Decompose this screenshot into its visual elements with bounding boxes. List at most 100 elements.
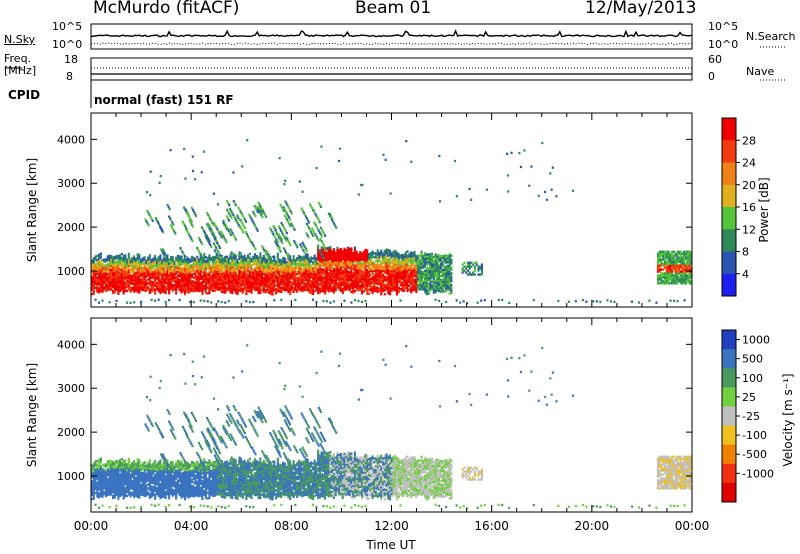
power-cell bbox=[394, 279, 397, 282]
velocity-cell bbox=[103, 471, 106, 474]
power-cell bbox=[122, 288, 125, 291]
power-cell bbox=[343, 275, 346, 278]
power-cell bbox=[360, 288, 363, 291]
power-cell bbox=[203, 270, 206, 274]
power-cell bbox=[197, 274, 200, 277]
power-cell bbox=[334, 289, 337, 292]
velocity-cell bbox=[108, 459, 111, 462]
power-cell bbox=[260, 210, 263, 213]
power-cell bbox=[99, 284, 102, 287]
power-cell bbox=[325, 257, 328, 260]
power-cell bbox=[362, 270, 365, 273]
power-cell bbox=[164, 276, 167, 279]
power-cell bbox=[282, 256, 285, 259]
power-cell bbox=[304, 270, 307, 274]
power-cell bbox=[418, 266, 421, 269]
power-cell bbox=[332, 269, 335, 273]
power-cell bbox=[222, 289, 225, 292]
power-cell bbox=[152, 289, 155, 292]
power-cell bbox=[392, 264, 395, 267]
power-cell bbox=[671, 270, 674, 273]
power-cell bbox=[448, 270, 451, 273]
power-cell bbox=[140, 284, 143, 287]
power-cell bbox=[332, 259, 335, 263]
power-cell bbox=[366, 276, 369, 280]
power-cell bbox=[292, 270, 295, 274]
power-cell bbox=[183, 261, 186, 264]
power-cell bbox=[119, 284, 122, 287]
power-cell bbox=[473, 269, 476, 272]
velocity-cell bbox=[92, 481, 95, 485]
power-cell bbox=[134, 289, 137, 292]
power-cell bbox=[436, 275, 439, 278]
power-cell bbox=[159, 278, 162, 281]
power-cell bbox=[145, 191, 148, 194]
power-cell bbox=[259, 212, 262, 215]
power-cell bbox=[268, 256, 271, 259]
power-cell bbox=[269, 263, 272, 266]
power-cell bbox=[262, 254, 265, 258]
power-cell bbox=[203, 274, 206, 278]
power-cell bbox=[261, 262, 264, 266]
power-cell bbox=[434, 267, 437, 270]
power-cell bbox=[268, 283, 271, 286]
power-cell bbox=[129, 262, 132, 265]
power-cell bbox=[341, 281, 344, 285]
power-cell bbox=[378, 263, 381, 266]
power-cell bbox=[364, 252, 367, 256]
power-cell bbox=[394, 269, 397, 272]
power-cell bbox=[350, 279, 353, 282]
power-cell bbox=[297, 254, 300, 257]
power-cell bbox=[406, 284, 409, 287]
power-cell bbox=[338, 268, 341, 271]
power-cell bbox=[261, 257, 264, 260]
power-cell bbox=[410, 259, 413, 262]
power-cell bbox=[243, 288, 246, 291]
power-cell bbox=[408, 288, 411, 291]
power-cell bbox=[208, 260, 211, 263]
power-cell bbox=[443, 282, 446, 285]
power-cell bbox=[143, 266, 146, 269]
power-cell bbox=[150, 270, 153, 273]
power-cell bbox=[385, 280, 388, 283]
power-cell bbox=[141, 280, 144, 284]
power-cell bbox=[420, 278, 423, 281]
power-cell bbox=[329, 247, 332, 251]
power-cell bbox=[197, 284, 200, 287]
power-cell bbox=[385, 268, 388, 271]
power-cell bbox=[357, 289, 360, 292]
power-cell bbox=[311, 263, 314, 266]
power-cell bbox=[209, 244, 212, 247]
power-cell bbox=[238, 269, 241, 272]
power-cell bbox=[208, 262, 211, 265]
power-cell bbox=[252, 285, 255, 288]
velocity-cell bbox=[106, 474, 109, 477]
power-cell bbox=[339, 261, 342, 265]
power-cell bbox=[166, 256, 169, 259]
power-cell bbox=[289, 279, 292, 282]
power-cell bbox=[196, 275, 199, 278]
power-cell bbox=[387, 250, 390, 253]
power-cell bbox=[292, 276, 295, 280]
velocity-cell bbox=[98, 462, 101, 465]
power-cell bbox=[178, 298, 181, 302]
power-cell bbox=[672, 264, 675, 267]
velocity-cell bbox=[91, 492, 94, 495]
power-cell bbox=[285, 251, 288, 254]
power-cell bbox=[196, 279, 199, 282]
power-cell bbox=[248, 264, 251, 267]
power-cell bbox=[350, 259, 353, 262]
power-cell bbox=[310, 280, 313, 283]
power-cell bbox=[248, 284, 251, 287]
power-cell bbox=[96, 254, 99, 258]
power-cell bbox=[134, 281, 137, 284]
power-cell bbox=[278, 268, 281, 271]
power-cell bbox=[665, 280, 668, 283]
power-cell bbox=[219, 284, 222, 287]
power-cell bbox=[448, 278, 451, 281]
power-cell bbox=[294, 288, 297, 291]
power-cell bbox=[176, 274, 179, 277]
velocity-cell bbox=[92, 491, 95, 494]
power-cell bbox=[376, 255, 379, 258]
power-cell bbox=[278, 248, 281, 251]
